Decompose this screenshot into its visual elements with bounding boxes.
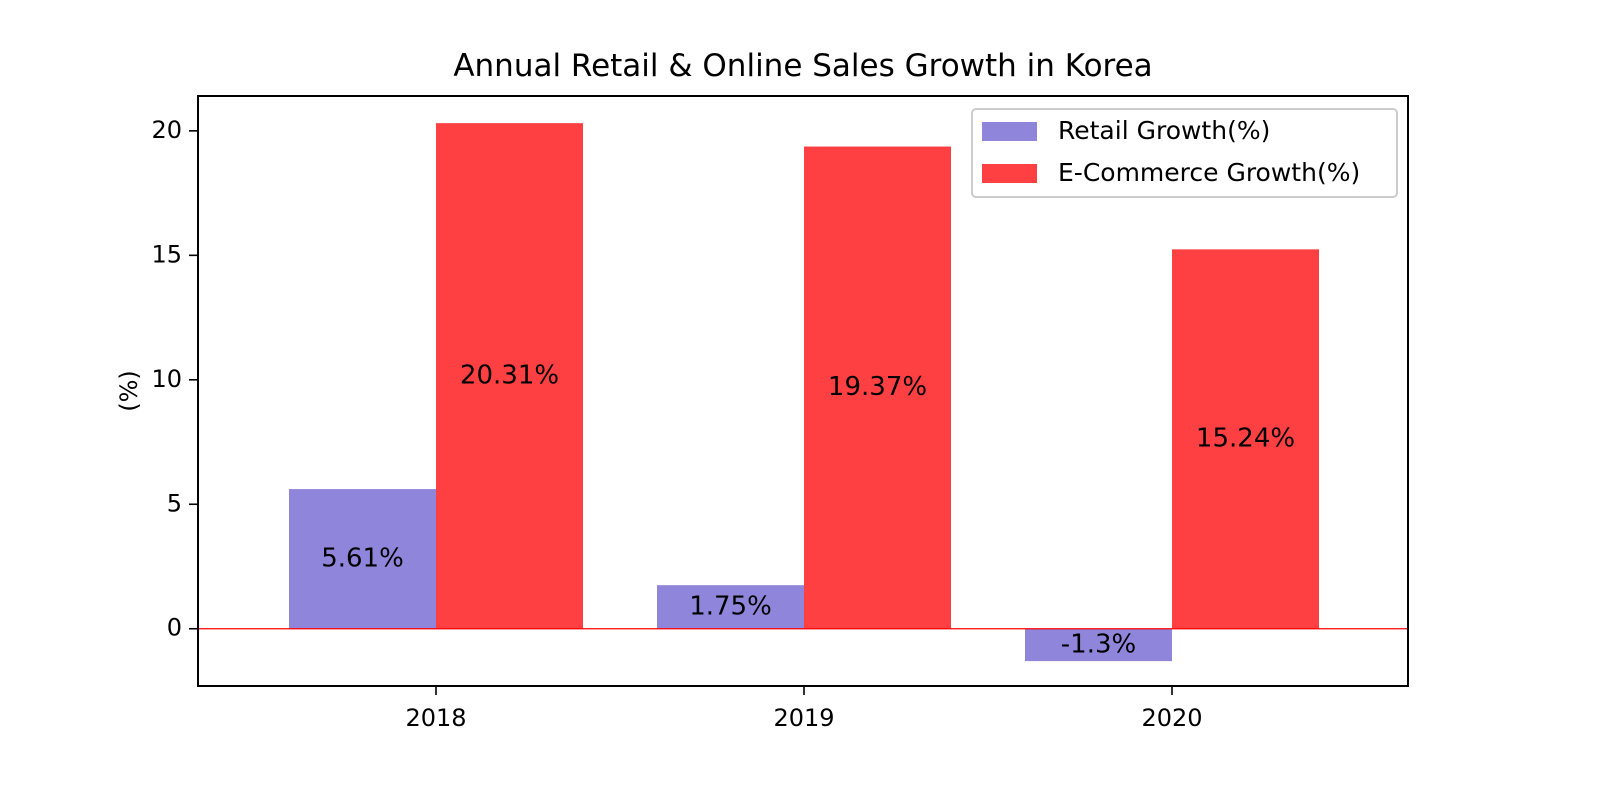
data-label-retail-2020: -1.3% (1061, 629, 1136, 659)
bar-retail-2019 (657, 585, 804, 629)
data-label-ecommerce-2018: 20.31% (460, 360, 559, 390)
y-axis-label: (%) (115, 370, 143, 412)
data-label-ecommerce-2019: 19.37% (828, 372, 927, 402)
y-tick-label: 15 (151, 240, 182, 268)
bar-ecommerce-2019 (804, 146, 951, 629)
data-label-ecommerce-2020: 15.24% (1196, 424, 1295, 454)
bar-ecommerce-2020 (1172, 249, 1319, 629)
y-axis: 0 5 10 15 20 (151, 116, 198, 642)
bar-retail-2020 (1025, 628, 1172, 662)
plot-frame (197, 95, 1409, 687)
x-tick-label: 2020 (1141, 704, 1202, 732)
y-tick-label: 10 (151, 365, 182, 393)
bar-retail-2018 (289, 489, 436, 629)
legend-box (971, 108, 1398, 198)
y-tick-label: 0 (167, 614, 182, 642)
legend: Retail Growth(%) E-Commerce Growth(%) (971, 108, 1398, 198)
data-labels-layer: 5.61% 20.31% 1.75% 19.37% -1.3% 15.24% (321, 360, 1295, 659)
data-label-retail-2018: 5.61% (321, 543, 404, 573)
x-tick-label: 2019 (773, 704, 834, 732)
legend-swatch-retail (982, 122, 1037, 141)
bar-ecommerce-2018 (436, 123, 583, 629)
data-label-retail-2019: 1.75% (689, 591, 772, 621)
y-tick-label: 20 (151, 116, 182, 144)
legend-label-ecommerce: E-Commerce Growth(%) (1058, 158, 1360, 187)
legend-label-retail: Retail Growth(%) (1058, 116, 1270, 145)
x-axis: 2018 2019 2020 (405, 686, 1203, 732)
bars-layer (289, 123, 1319, 662)
legend-swatch-ecommerce (982, 164, 1037, 183)
chart-title: Annual Retail & Online Sales Growth in K… (453, 48, 1152, 84)
y-tick-label: 5 (167, 489, 182, 517)
x-tick-label: 2018 (405, 704, 466, 732)
